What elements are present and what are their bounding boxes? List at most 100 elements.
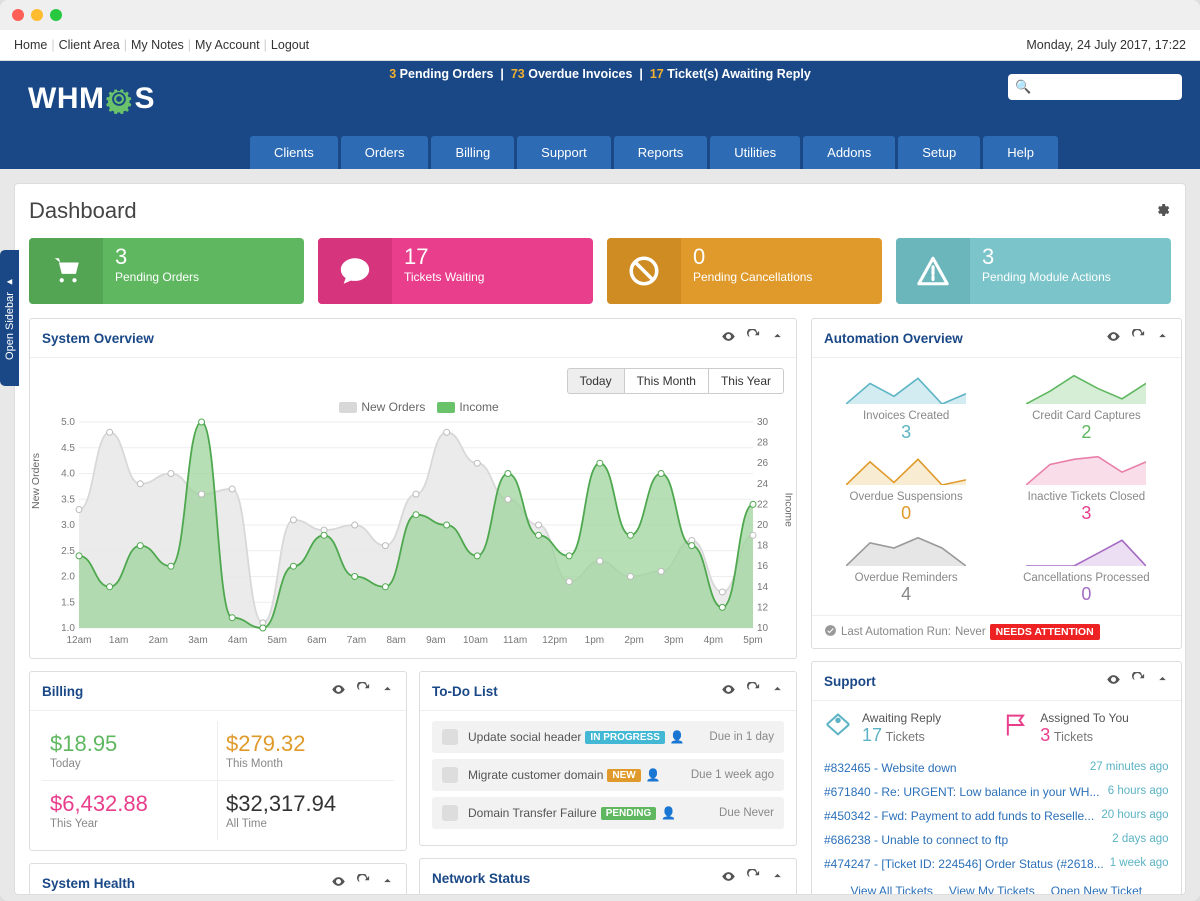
mainnav-item[interactable]: Utilities [710,136,800,169]
todo-checkbox[interactable] [442,729,458,745]
svg-text:2.0: 2.0 [61,572,75,583]
time-tab[interactable]: This Year [708,368,784,394]
status-badge: IN PROGRESS [585,731,664,744]
automation-overview-panel: Automation Overview Invoices Created3Cre… [811,318,1182,649]
collapse-icon[interactable] [771,869,784,887]
page-title: Dashboard [29,198,137,224]
logo[interactable]: WHM S [28,82,155,116]
stat-tile[interactable]: 0Pending Cancellations [607,238,882,304]
collapse-icon[interactable] [381,874,394,892]
ticket-link[interactable]: #671840 - Re: URGENT: Low balance in you… [824,785,1102,799]
datetime-label: Monday, 24 July 2017, 17:22 [1026,38,1186,52]
mainnav-item[interactable]: Help [983,136,1058,169]
stat-tile[interactable]: 17Tickets Waiting [318,238,593,304]
svg-text:10am: 10am [463,635,488,646]
mainnav-item[interactable]: Clients [250,136,338,169]
system-health-panel: System Health [29,863,407,895]
refresh-icon[interactable] [746,682,761,700]
main-nav: ClientsOrdersBillingSupportReportsUtilit… [0,136,1200,169]
automation-item: Credit Card Captures2 [1004,368,1168,443]
mac-max-dot[interactable] [50,9,62,21]
support-link[interactable]: View My Tickets [949,884,1035,895]
ticket-row: #686238 - Unable to connect to ftp 2 days… [824,828,1169,852]
time-tab[interactable]: This Month [624,368,709,394]
support-link[interactable]: View All Tickets [850,884,932,895]
collapse-icon[interactable] [381,682,394,700]
mainnav-item[interactable]: Support [517,136,611,169]
overview-chart: 5.04.54.03.53.02.52.01.51.03028262422201… [42,418,784,648]
billing-value: $6,432.88 [50,791,209,817]
settings-gear-icon[interactable] [1155,202,1171,221]
eye-icon[interactable] [721,329,736,347]
collapse-icon[interactable] [1156,329,1169,347]
status-badge: NEW [607,769,640,782]
status-badge: PENDING [601,807,657,820]
ticket-time: 2 days ago [1112,833,1168,847]
legend-swatch [437,402,455,413]
tile-value: 0 [693,246,870,268]
todo-checkbox[interactable] [442,767,458,783]
ticket-link[interactable]: #474247 - [Ticket ID: 224546] Order Stat… [824,857,1104,871]
refresh-icon[interactable] [1131,672,1146,690]
panel-title: Automation Overview [824,331,963,346]
panel-title: Network Status [432,871,530,886]
collapse-icon[interactable] [771,329,784,347]
topnav-link[interactable]: My Account [195,38,260,52]
refresh-icon[interactable] [356,874,371,892]
stat-tile[interactable]: 3Pending Module Actions [896,238,1171,304]
ticket-link[interactable]: #686238 - Unable to connect to ftp [824,833,1106,847]
support-link[interactable]: Open New Ticket [1051,884,1142,895]
todo-item[interactable]: Migrate customer domainNEW👤Due 1 week ag… [432,759,784,791]
mainnav-item[interactable]: Orders [341,136,429,169]
time-tab[interactable]: Today [567,368,625,394]
billing-panel: Billing $18.95Today$279.32This Month$6,4… [29,671,407,851]
todo-checkbox[interactable] [442,805,458,821]
stat-tile[interactable]: 3Pending Orders [29,238,304,304]
automation-value: 4 [824,584,988,605]
mac-titlebar [0,0,1200,30]
refresh-icon[interactable] [746,329,761,347]
mac-min-dot[interactable] [31,9,43,21]
todo-item[interactable]: Domain Transfer FailurePENDING👤Due Never [432,797,784,829]
svg-text:9am: 9am [426,635,445,646]
refresh-icon[interactable] [1131,329,1146,347]
top-nav: Home|Client Area|My Notes|My Account|Log… [0,30,1200,61]
svg-text:12am: 12am [66,635,91,646]
eye-icon[interactable] [1106,672,1121,690]
panel-title: System Overview [42,331,154,346]
ban-icon [607,238,681,304]
ticket-link[interactable]: #832465 - Website down [824,761,1084,775]
mainnav-item[interactable]: Addons [803,136,895,169]
eye-icon[interactable] [331,682,346,700]
ticket-time: 27 minutes ago [1090,761,1169,775]
auto-footer-label: Last Automation Run: [841,626,951,638]
topnav-link[interactable]: Home [14,38,47,52]
todo-item[interactable]: Update social headerIN PROGRESS👤Due in 1… [432,721,784,753]
mainnav-item[interactable]: Setup [898,136,980,169]
refresh-icon[interactable] [356,682,371,700]
eye-icon[interactable] [331,874,346,892]
eye-icon[interactable] [721,869,736,887]
open-sidebar-tab[interactable]: Open Sidebar ▸ [0,250,19,386]
svg-text:12: 12 [757,602,769,613]
search-input[interactable] [1008,74,1182,100]
mac-close-dot[interactable] [12,9,24,21]
topnav-link[interactable]: Logout [271,38,309,52]
todo-due: Due in 1 day [709,731,774,743]
collapse-icon[interactable] [1156,672,1169,690]
svg-text:7am: 7am [347,635,366,646]
refresh-icon[interactable] [746,869,761,887]
mainnav-item[interactable]: Billing [431,136,514,169]
mainnav-item[interactable]: Reports [614,136,708,169]
sparkline [846,449,966,485]
ticket-link[interactable]: #450342 - Fwd: Payment to add funds to R… [824,809,1095,823]
svg-text:4.0: 4.0 [61,469,75,480]
topnav-link[interactable]: Client Area [59,38,120,52]
collapse-icon[interactable] [771,682,784,700]
billing-value: $279.32 [226,731,386,757]
ticket-tag-icon [824,711,852,739]
eye-icon[interactable] [721,682,736,700]
eye-icon[interactable] [1106,329,1121,347]
topnav-link[interactable]: My Notes [131,38,184,52]
awaiting-value: 17 [862,725,882,745]
